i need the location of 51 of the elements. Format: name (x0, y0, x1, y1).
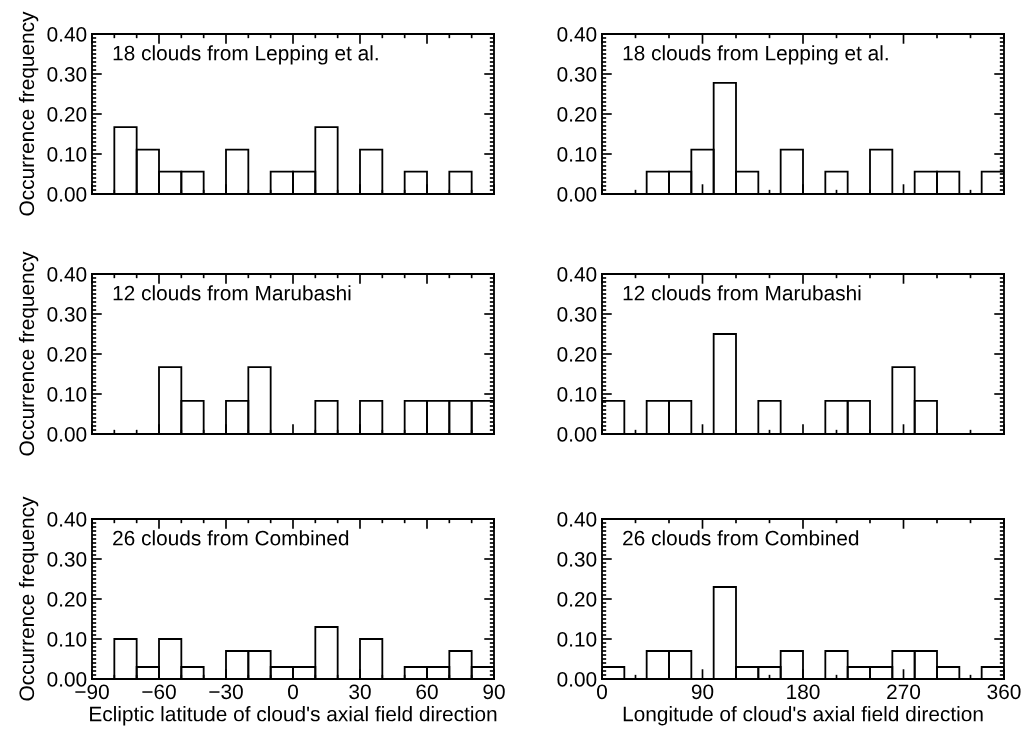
y-tick-label: 0.20 (557, 592, 597, 607)
y-axis-title: Occurrence frequency (18, 251, 39, 456)
y-tick-label: 0.20 (557, 107, 597, 122)
annotation: 18 clouds from Lepping et al. (113, 45, 378, 65)
y-tick-label: 0.30 (557, 67, 597, 82)
y-tick-label: 0.40 (47, 267, 87, 282)
y-tick-label: 0.00 (557, 427, 597, 442)
x-tick-label: 0 (597, 684, 607, 700)
annotation: 26 clouds from Combined (113, 530, 349, 546)
y-tick-label: 0.40 (557, 267, 597, 282)
x-tick-label: 30 (349, 684, 371, 700)
x-tick-label: 90 (483, 684, 505, 700)
x-tick-label: 90 (691, 684, 714, 700)
x-axis-title: Longitude of cloud's axial field direction (623, 706, 983, 726)
annotation: 18 clouds from Lepping et al. (623, 45, 888, 65)
annotation: 26 clouds from Combined (623, 530, 859, 546)
x-tick-label: −60 (142, 684, 176, 700)
y-tick-label: 0.10 (47, 387, 87, 402)
x-tick-label: 360 (987, 684, 1021, 700)
y-tick-label: 0.30 (557, 552, 597, 567)
y-tick-label: 0.30 (557, 307, 597, 322)
y-tick-label: 0.20 (47, 107, 87, 122)
x-tick-label: 180 (787, 684, 820, 700)
y-tick-label: 0.30 (47, 307, 87, 322)
y-tick-label: 0.10 (557, 632, 597, 647)
y-tick-label: 0.10 (47, 632, 87, 647)
y-tick-label: 0.40 (47, 512, 87, 527)
y-tick-label: 0.20 (47, 592, 87, 607)
y-tick-label: 0.00 (557, 672, 597, 687)
annotation: 12 clouds from Marubashi (623, 285, 861, 301)
y-tick-label: 0.10 (47, 147, 87, 162)
y-tick-label: 0.10 (557, 147, 597, 162)
y-tick-label: 0.40 (557, 27, 597, 42)
x-tick-label: 270 (887, 684, 921, 700)
x-tick-label: 0 (288, 684, 298, 700)
y-tick-label: 0.00 (47, 187, 87, 202)
y-tick-label: 0.20 (47, 347, 87, 362)
y-tick-label: 0.40 (557, 512, 597, 527)
y-tick-label: 0.00 (47, 427, 87, 442)
y-axis-title: Occurrence frequency (18, 496, 39, 701)
y-tick-label: 0.00 (557, 187, 597, 202)
x-tick-label: 60 (416, 684, 438, 700)
y-tick-label: 0.40 (47, 27, 87, 42)
y-axis-title: Occurrence frequency (18, 11, 39, 216)
y-tick-label: 0.30 (47, 552, 87, 567)
y-tick-label: 0.10 (557, 387, 597, 402)
x-tick-label: −30 (209, 684, 243, 700)
annotation: 12 clouds from Marubashi (113, 285, 351, 301)
y-tick-label: 0.20 (557, 347, 597, 362)
x-axis-title: Ecliptic latitude of cloud's axial field direction (90, 706, 497, 726)
y-tick-label: 0.30 (47, 67, 87, 82)
